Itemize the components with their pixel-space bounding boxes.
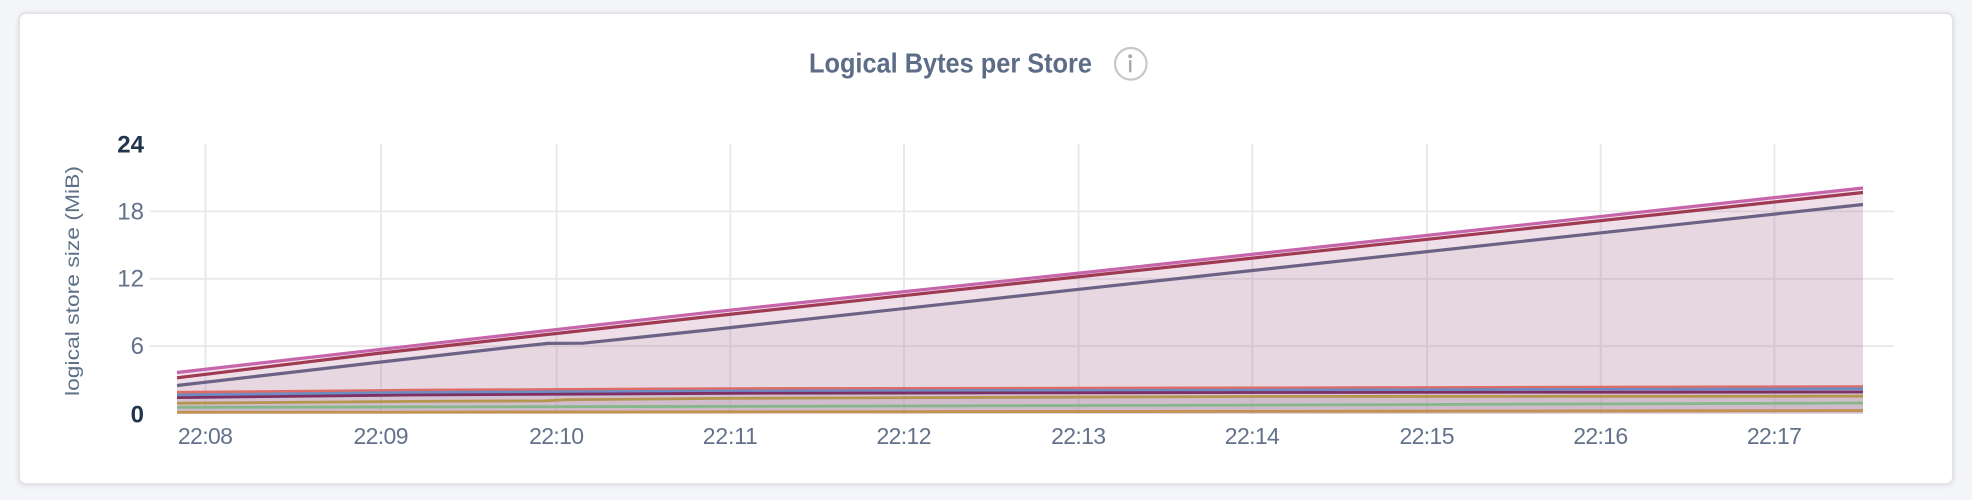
svg-text:22:10: 22:10 (529, 423, 584, 449)
svg-text:22:08: 22:08 (178, 423, 233, 449)
svg-text:22:13: 22:13 (1051, 423, 1106, 449)
svg-text:0: 0 (131, 401, 144, 428)
svg-text:6: 6 (131, 333, 144, 360)
svg-text:22:09: 22:09 (354, 423, 409, 449)
svg-text:Logical Bytes per Store: Logical Bytes per Store (809, 47, 1092, 78)
svg-text:18: 18 (117, 198, 144, 225)
svg-text:22:16: 22:16 (1573, 423, 1628, 449)
svg-text:22:14: 22:14 (1225, 423, 1280, 449)
svg-text:logical store size (MiB): logical store size (MiB) (62, 166, 84, 396)
svg-text:22:11: 22:11 (703, 423, 758, 449)
svg-text:22:17: 22:17 (1747, 423, 1802, 449)
svg-text:12: 12 (117, 266, 144, 293)
svg-text:22:12: 22:12 (877, 423, 932, 449)
svg-text:24: 24 (117, 131, 144, 158)
svg-text:22:15: 22:15 (1400, 423, 1455, 449)
